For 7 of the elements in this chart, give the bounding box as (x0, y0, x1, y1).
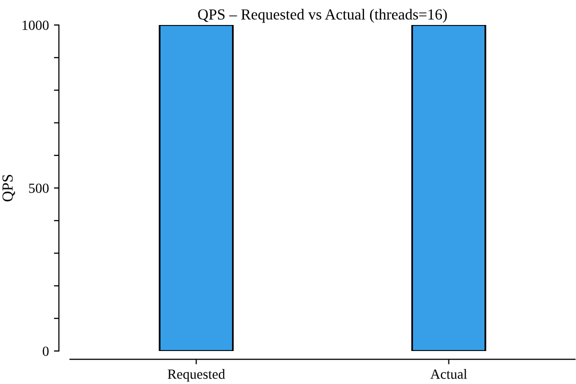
x-tick-label: Requested (168, 369, 226, 382)
y-axis-title: QPS (2, 174, 16, 202)
y-tick-label: 500 (29, 184, 49, 193)
y-tick-label: 1000 (22, 20, 49, 30)
chart-title: QPS – Requested vs Actual (threads=16) (198, 8, 447, 23)
x-tick-label: Actual (430, 369, 467, 379)
y-tick-label: 0 (42, 346, 49, 356)
